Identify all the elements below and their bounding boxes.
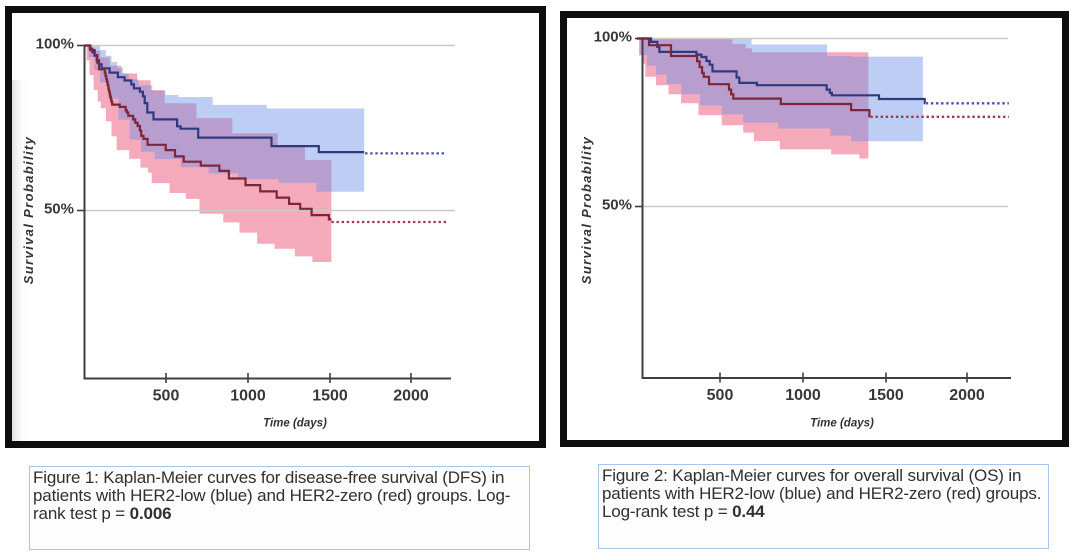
svg-text:1500: 1500 [868, 387, 904, 404]
svg-text:Time (days): Time (days) [263, 418, 327, 430]
svg-text:100%: 100% [36, 36, 74, 53]
svg-text:100%: 100% [594, 29, 632, 46]
svg-text:500: 500 [153, 388, 180, 405]
svg-text:1500: 1500 [312, 388, 348, 405]
svg-text:1000: 1000 [230, 388, 266, 405]
svg-text:1000: 1000 [785, 387, 821, 404]
svg-text:50%: 50% [602, 197, 632, 214]
svg-text:Time (days): Time (days) [810, 418, 874, 430]
svg-text:500: 500 [707, 387, 734, 404]
svg-text:2000: 2000 [949, 387, 985, 404]
svg-text:50%: 50% [44, 201, 74, 218]
svg-text:2000: 2000 [393, 388, 429, 405]
svg-text:Survival Probability: Survival Probability [21, 136, 36, 284]
svg-text:Survival Probability: Survival Probability [579, 136, 594, 284]
